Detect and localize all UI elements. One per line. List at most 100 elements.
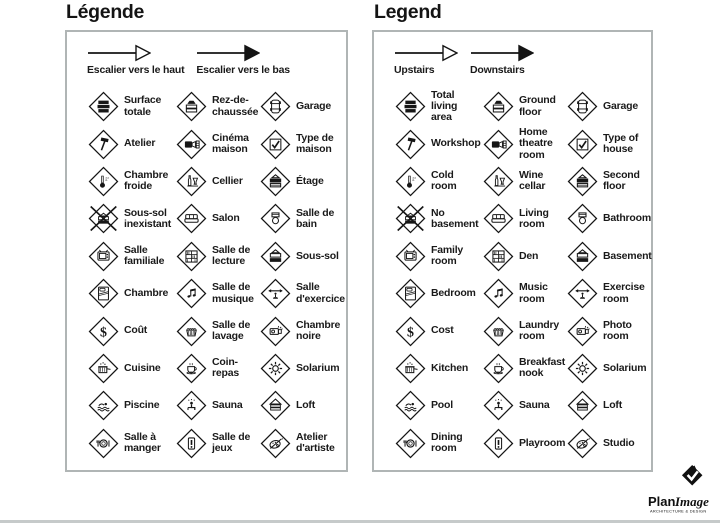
legend-item-label: Total living area xyxy=(431,88,458,124)
legend-item: No basement xyxy=(394,202,482,235)
wine-cellar-icon xyxy=(175,165,208,198)
legend-item-label: Pool xyxy=(431,399,453,412)
legend-item: Rez-de- chaussée xyxy=(175,90,259,123)
house-check-icon xyxy=(259,128,292,161)
legend-item-label: Chambre froide xyxy=(124,169,169,193)
legend-item: Salle de lecture xyxy=(175,240,259,273)
legend-item-label: Loft xyxy=(603,399,623,412)
page-bottom-rule xyxy=(0,520,720,523)
legend-item: Bathroom xyxy=(566,202,651,235)
legend-item-label: Type de maison xyxy=(296,131,334,156)
legend-item-label: Type of house xyxy=(603,131,639,156)
coffee-cup-icon xyxy=(175,352,208,385)
legend-item-label: Sauna xyxy=(519,399,550,412)
basement-icon xyxy=(566,240,599,273)
toilet-icon xyxy=(259,202,292,235)
legend-item: Solarium xyxy=(566,352,647,385)
legend-item-label: Salle de lavage xyxy=(212,318,251,343)
legend-item: Garage xyxy=(259,90,342,123)
legend-item-label: Salon xyxy=(212,212,240,225)
total-area-icon xyxy=(87,90,120,123)
legend-item: Dining room xyxy=(394,427,482,460)
cooking-pot-icon xyxy=(87,352,120,385)
legend-item: Type de maison xyxy=(259,128,342,161)
second-floor-icon xyxy=(566,165,599,198)
garage-car-icon xyxy=(259,90,292,123)
legend-item: Chambre xyxy=(87,277,175,310)
legend-item-label: Chambre noire xyxy=(296,318,341,343)
legend-item-label: Laundry room xyxy=(519,318,560,343)
workshop-hammer-icon xyxy=(87,128,120,161)
logo-text-italic: Image xyxy=(674,494,709,509)
bed-icon xyxy=(394,277,427,310)
toilet-icon xyxy=(566,202,599,235)
legend-item-label: Kitchen xyxy=(431,361,469,374)
legend-item-label: Garage xyxy=(296,100,331,113)
bookshelf-icon xyxy=(482,240,515,273)
legend-item: Sauna xyxy=(175,389,259,422)
legend-item-label: Salle familiale xyxy=(124,243,165,268)
legend-item: Piscine xyxy=(87,389,175,422)
stairs-arrow-label: Escalier vers le haut xyxy=(87,64,185,76)
legend-item: Photo room xyxy=(566,315,647,348)
svg-text:$: $ xyxy=(100,325,107,340)
legend-item: Living room xyxy=(482,202,566,235)
legend-item-label: Coût xyxy=(124,324,148,337)
legend-title-en: Legend xyxy=(374,1,442,23)
legend-item-label: Piscine xyxy=(124,399,160,412)
legend-item: Basement xyxy=(566,240,652,273)
legend-item: Salle de bain xyxy=(259,202,342,235)
legend-item-label: Salle de musique xyxy=(212,281,254,305)
laundry-basket-icon xyxy=(175,315,208,348)
stairs-arrow-label: Downstairs xyxy=(470,64,525,76)
legend-item: Music room xyxy=(482,277,566,310)
legend-item: $ Cost xyxy=(394,315,482,348)
legend-item-label: Workshop xyxy=(431,137,481,150)
legend-item: Salle de jeux xyxy=(175,427,259,460)
logo-text-bold: Plan xyxy=(648,494,676,509)
dollar-icon: $ xyxy=(394,315,427,348)
legend-item: $ Coût xyxy=(87,315,175,348)
legend-item: Salle familiale xyxy=(87,240,175,273)
legend-item: Coin- repas xyxy=(175,352,259,385)
sauna-person-icon xyxy=(175,389,208,422)
basement-icon xyxy=(259,240,292,273)
legend-item-label: Sauna xyxy=(212,399,243,412)
legend-item: Sauna xyxy=(482,389,566,422)
svg-text:$: $ xyxy=(407,325,414,340)
legend-item-label: Chambre xyxy=(124,286,169,299)
sofa-icon xyxy=(482,202,515,235)
legend-item: Kitchen xyxy=(394,352,482,385)
music-note-icon xyxy=(482,277,515,310)
legend-item: Wine cellar xyxy=(482,165,566,198)
stairs-up-arrow-icon xyxy=(88,44,151,62)
legend-item-label: Cellier xyxy=(212,174,243,187)
stairs-arrows: Escalier vers le haut Escalier vers le b… xyxy=(87,44,342,76)
legend-item: Salle à manger xyxy=(87,427,175,460)
laundry-basket-icon xyxy=(482,315,515,348)
legend-item: Bedroom xyxy=(394,277,482,310)
photo-camera-icon xyxy=(566,315,599,348)
stairs-up-arrow-icon xyxy=(395,44,458,62)
legend-item: Family room xyxy=(394,240,482,273)
legend-item-label: Studio xyxy=(603,436,635,449)
legend-item-label: Ground floor xyxy=(519,94,556,118)
coffee-cup-icon xyxy=(482,352,515,385)
legend-item-label: Wine cellar xyxy=(519,169,546,193)
legend-item: Playroom xyxy=(482,427,566,460)
legend-item-label: Breakfast nook xyxy=(519,356,566,380)
legend-item: Surface totale xyxy=(87,90,175,123)
no-basement-icon xyxy=(394,202,427,235)
logo-tagline: ARCHITECTURE & DESIGN xyxy=(650,509,706,514)
legend-item-label: Salle à manger xyxy=(124,430,161,455)
legend-item: Étage xyxy=(259,165,342,198)
sofa-icon xyxy=(175,202,208,235)
legend-item-label: Home theatre room xyxy=(519,126,553,161)
legend-item-label: Salle de jeux xyxy=(212,430,251,455)
swimmer-icon xyxy=(394,389,427,422)
legend-item-label: Family room xyxy=(431,243,464,268)
legend-item-label: Basement xyxy=(603,249,652,262)
legend-item-label: Rez-de- chaussée xyxy=(212,94,259,118)
legend-item-label: Atelier xyxy=(124,137,156,150)
legend-item: Home theatre room xyxy=(482,127,566,161)
